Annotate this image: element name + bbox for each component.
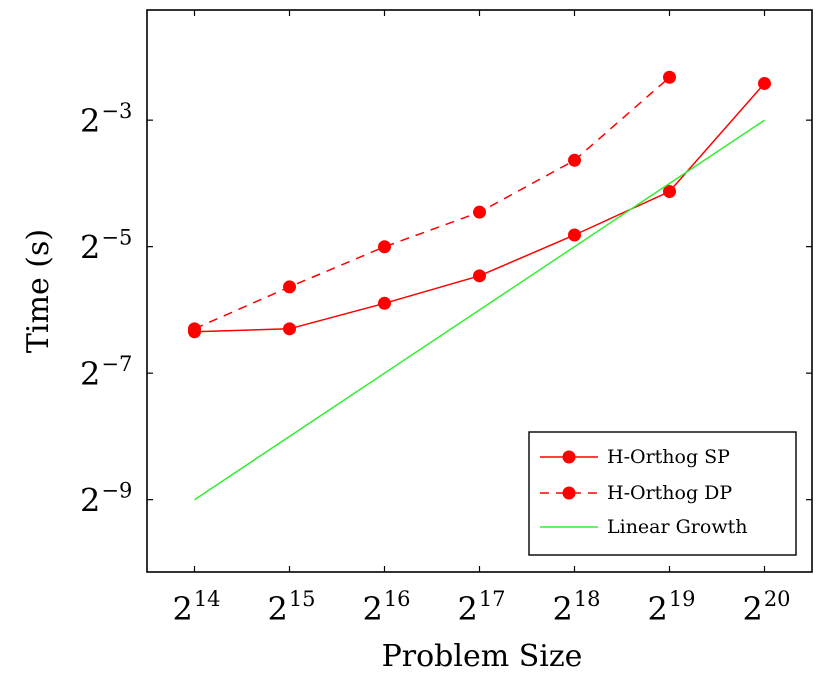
data-point [473, 205, 487, 219]
series-line [194, 119, 765, 501]
x-tick-label: 217 [457, 587, 505, 628]
legend-label: H-Orthog SP [607, 446, 730, 468]
y-tick-label: 2−9 [80, 479, 132, 520]
series-line [194, 76, 670, 330]
x-tick-label: 215 [267, 587, 315, 628]
y-axis-label: Time (s) [21, 229, 56, 353]
data-point [473, 269, 487, 283]
x-tick-label: 219 [647, 587, 695, 628]
x-tick-label: 216 [362, 587, 410, 628]
data-point [283, 280, 297, 294]
y-axis: 2−3 2−5 2−7 2−9 [80, 99, 812, 520]
x-tick-label: 214 [172, 587, 220, 628]
data-point [568, 228, 582, 242]
legend: H-Orthog SP H-Orthog DP Linear Growth [528, 431, 797, 556]
y-tick-label: 2−5 [80, 226, 132, 267]
series-layer [188, 70, 772, 501]
data-point [663, 184, 677, 198]
x-axis: 214 215 216 217 218 219 220 [172, 10, 791, 628]
legend-marker [562, 450, 576, 464]
x-tick-label: 220 [742, 587, 790, 628]
x-tick-label: 218 [552, 587, 600, 628]
x-axis-label: Problem Size [382, 639, 583, 674]
legend-label: Linear Growth [607, 516, 747, 538]
y-tick-label: 2−7 [80, 352, 132, 393]
data-point [568, 153, 582, 167]
y-tick-label: 2−3 [80, 99, 132, 140]
legend-marker [562, 486, 576, 500]
data-point [378, 240, 392, 254]
data-point [758, 76, 772, 90]
legend-label: H-Orthog DP [607, 482, 732, 504]
data-point [663, 70, 677, 84]
data-point [378, 296, 392, 310]
data-point [283, 322, 297, 336]
data-point [188, 322, 202, 336]
